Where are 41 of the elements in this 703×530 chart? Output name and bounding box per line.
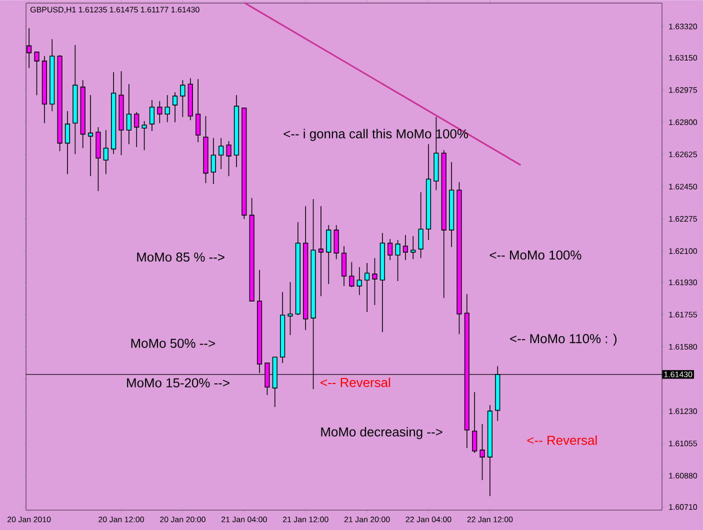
candlestick xyxy=(288,282,293,336)
annotation: <-- MoMo 110% : ) xyxy=(510,334,617,346)
candlestick xyxy=(318,206,324,297)
annotation: <-- Reversal xyxy=(320,378,390,388)
candlestick xyxy=(218,138,224,170)
annotation: MoMo 85 % --> xyxy=(137,252,224,262)
candlestick xyxy=(157,100,162,124)
candlestick xyxy=(410,236,416,260)
candlestick xyxy=(364,262,370,312)
annotation: MoMo 50% --> xyxy=(131,338,215,348)
candlestick xyxy=(402,234,408,260)
candlestick xyxy=(64,110,70,174)
candlestick xyxy=(388,238,393,260)
candlestick xyxy=(164,94,170,123)
candlestick xyxy=(334,224,339,260)
candlestick xyxy=(103,130,108,174)
annotation: MoMo decreasing --> xyxy=(321,426,442,440)
candlestick xyxy=(126,84,132,144)
candlestick xyxy=(341,246,347,286)
candlestick xyxy=(134,112,140,148)
candlestick xyxy=(418,192,424,258)
annotation: <-- MoMo 100% xyxy=(490,250,582,260)
candlestick xyxy=(196,78,201,142)
candlestick xyxy=(349,262,354,288)
annotation: <-- i gonna call this MoMo 100% xyxy=(284,128,468,141)
candlestick xyxy=(172,92,178,123)
annotation: MoMo 15-20% --> xyxy=(127,378,230,388)
candlestick xyxy=(395,240,400,282)
candlestick xyxy=(149,100,155,132)
candlestick xyxy=(356,266,362,296)
candlestick xyxy=(372,258,378,306)
candlestick xyxy=(326,224,332,284)
candlestick xyxy=(480,424,485,480)
candlestick xyxy=(472,392,478,454)
candlestick xyxy=(210,138,216,184)
candlestick xyxy=(180,80,186,118)
candlestick xyxy=(34,52,40,96)
candlestick xyxy=(226,140,232,176)
annotation: <-- Reversal xyxy=(527,435,597,445)
candlestick xyxy=(88,94,94,176)
candlestick xyxy=(142,120,147,151)
